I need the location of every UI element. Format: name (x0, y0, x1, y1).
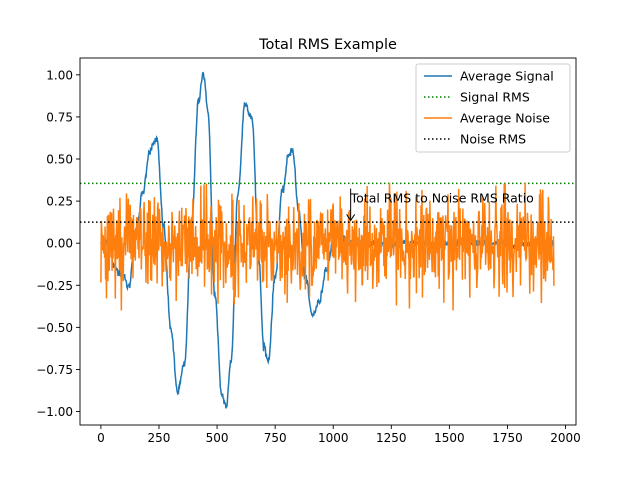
x-tick-label: 750 (264, 431, 287, 445)
y-tick-label: 0.00 (46, 237, 73, 251)
legend-label: Noise RMS (460, 132, 526, 147)
x-tick-label: 1750 (492, 431, 523, 445)
x-tick-label: 1500 (434, 431, 465, 445)
series-group (80, 71, 576, 409)
y-tick-label: −1.00 (36, 405, 73, 419)
x-tick-label: 1250 (376, 431, 407, 445)
legend-label: Signal RMS (460, 90, 530, 105)
y-tick-label: 0.50 (46, 153, 73, 167)
x-tick-label: 2000 (550, 431, 581, 445)
x-tick-label: 250 (148, 431, 171, 445)
y-tick-label: 0.75 (46, 110, 73, 124)
x-tick-label: 1000 (318, 431, 349, 445)
legend-label: Average Noise (460, 111, 550, 126)
legend: Average Signal Signal RMS Average Noise Noi… (415, 63, 571, 153)
legend-box (415, 63, 571, 153)
axes-frame (79, 57, 577, 426)
annotation-text: Total RMS to Noise RMS Ratio (350, 191, 534, 206)
legend-label: Average Signal (460, 69, 554, 84)
y-tick-label: −0.75 (36, 363, 73, 377)
annotation-arrow-head (346, 214, 356, 222)
y-tick-label: −0.25 (36, 279, 73, 293)
y-tick-label: −0.50 (36, 321, 73, 335)
y-tick-label: 1.00 (46, 68, 73, 82)
y-tick-label: 0.25 (46, 195, 73, 209)
x-tick-label: 0 (97, 431, 105, 445)
chart-title: Total RMS Example (258, 37, 397, 53)
series-average-noise (100, 182, 555, 311)
x-tick-label: 500 (206, 431, 229, 445)
plot-area: 0 250 500 750 1000 1250 1500 1750 2000 −1.00 −0.75… (36, 57, 581, 445)
